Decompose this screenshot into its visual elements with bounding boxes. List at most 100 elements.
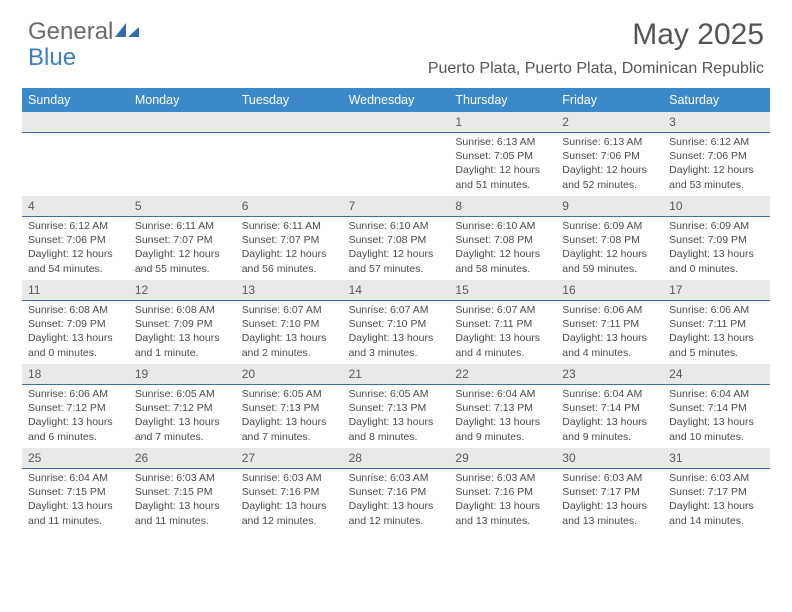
daylight-text: and 13 minutes. — [455, 514, 550, 528]
daylight-text: Daylight: 12 hours — [562, 163, 657, 177]
sunset-text: Sunset: 7:09 PM — [669, 233, 764, 247]
day-cell: Sunrise: 6:07 AMSunset: 7:10 PMDaylight:… — [343, 301, 450, 364]
info-row: Sunrise: 6:08 AMSunset: 7:09 PM Daylight:… — [22, 301, 770, 364]
daylight-text: Daylight: 13 hours — [28, 499, 123, 513]
date-number — [343, 112, 450, 132]
date-number: 30 — [556, 448, 663, 468]
sunrise-text: Sunrise: 6:10 AM — [349, 219, 444, 233]
info-row: Sunrise: 6:12 AMSunset: 7:06 PM Daylight:… — [22, 217, 770, 280]
day-cell: Sunrise: 6:12 AMSunset: 7:06 PMDaylight:… — [663, 133, 770, 196]
date-number: 27 — [236, 448, 343, 468]
day-cell — [343, 133, 450, 196]
sunset-text: Sunset: 7:17 PM — [562, 485, 657, 499]
sunrise-text: Sunrise: 6:03 AM — [455, 471, 550, 485]
sunset-text: Sunset: 7:06 PM — [562, 149, 657, 163]
daylight-text: Daylight: 13 hours — [455, 499, 550, 513]
daylight-text: Daylight: 13 hours — [349, 499, 444, 513]
logo-text-blue-wrap: Blue — [28, 44, 76, 72]
daylight-text: and 7 minutes. — [242, 430, 337, 444]
day-cell: Sunrise: 6:04 AMSunset: 7:14 PMDaylight:… — [663, 385, 770, 448]
dow-cell: Friday — [556, 88, 663, 112]
sunset-text: Sunset: 7:16 PM — [455, 485, 550, 499]
date-number: 24 — [663, 364, 770, 384]
date-number: 15 — [449, 280, 556, 300]
daylight-text: and 51 minutes. — [455, 178, 550, 192]
day-cell: Sunrise: 6:06 AMSunset: 7:11 PMDaylight:… — [556, 301, 663, 364]
daylight-text: and 7 minutes. — [135, 430, 230, 444]
sunset-text: Sunset: 7:13 PM — [455, 401, 550, 415]
daylight-text: Daylight: 13 hours — [135, 415, 230, 429]
dow-row: SundayMondayTuesdayWednesdayThursdayFrid… — [22, 88, 770, 112]
day-cell: Sunrise: 6:06 AMSunset: 7:12 PMDaylight:… — [22, 385, 129, 448]
sunrise-text: Sunrise: 6:03 AM — [349, 471, 444, 485]
sunset-text: Sunset: 7:14 PM — [562, 401, 657, 415]
sunset-text: Sunset: 7:13 PM — [349, 401, 444, 415]
day-cell: Sunrise: 6:08 AMSunset: 7:09 PMDaylight:… — [22, 301, 129, 364]
date-number: 18 — [22, 364, 129, 384]
location: Puerto Plata, Puerto Plata, Dominican Re… — [428, 60, 764, 78]
sunrise-text: Sunrise: 6:12 AM — [669, 135, 764, 149]
daylight-text: Daylight: 13 hours — [135, 499, 230, 513]
daylight-text: and 53 minutes. — [669, 178, 764, 192]
daylight-text: and 56 minutes. — [242, 262, 337, 276]
daylight-text: and 6 minutes. — [28, 430, 123, 444]
daylight-text: Daylight: 13 hours — [242, 331, 337, 345]
sunrise-text: Sunrise: 6:07 AM — [242, 303, 337, 317]
daylight-text: Daylight: 13 hours — [242, 415, 337, 429]
day-cell: Sunrise: 6:04 AMSunset: 7:14 PMDaylight:… — [556, 385, 663, 448]
day-cell: Sunrise: 6:13 AMSunset: 7:05 PMDaylight:… — [449, 133, 556, 196]
daylight-text: Daylight: 13 hours — [455, 331, 550, 345]
day-cell: Sunrise: 6:03 AMSunset: 7:17 PMDaylight:… — [556, 469, 663, 532]
sunrise-text: Sunrise: 6:03 AM — [242, 471, 337, 485]
day-cell: Sunrise: 6:08 AMSunset: 7:09 PMDaylight:… — [129, 301, 236, 364]
day-cell: Sunrise: 6:10 AMSunset: 7:08 PMDaylight:… — [343, 217, 450, 280]
date-number: 10 — [663, 196, 770, 216]
day-cell: Sunrise: 6:03 AMSunset: 7:17 PMDaylight:… — [663, 469, 770, 532]
sunset-text: Sunset: 7:12 PM — [28, 401, 123, 415]
day-cell — [236, 133, 343, 196]
sunrise-text: Sunrise: 6:08 AM — [28, 303, 123, 317]
date-number: 16 — [556, 280, 663, 300]
dow-cell: Sunday — [22, 88, 129, 112]
daylight-text: Daylight: 13 hours — [135, 331, 230, 345]
sunrise-text: Sunrise: 6:03 AM — [135, 471, 230, 485]
sunset-text: Sunset: 7:08 PM — [349, 233, 444, 247]
sunset-text: Sunset: 7:08 PM — [562, 233, 657, 247]
day-cell: Sunrise: 6:03 AMSunset: 7:16 PMDaylight:… — [236, 469, 343, 532]
daylight-text: Daylight: 12 hours — [242, 247, 337, 261]
header: General May 2025 Puerto Plata, Puerto Pl… — [0, 0, 792, 82]
date-band: 11121314151617 — [22, 280, 770, 301]
date-number: 23 — [556, 364, 663, 384]
daylight-text: Daylight: 13 hours — [562, 499, 657, 513]
date-number: 28 — [343, 448, 450, 468]
date-number: 5 — [129, 196, 236, 216]
date-number: 22 — [449, 364, 556, 384]
sunset-text: Sunset: 7:09 PM — [28, 317, 123, 331]
day-cell: Sunrise: 6:03 AMSunset: 7:15 PMDaylight:… — [129, 469, 236, 532]
date-number: 13 — [236, 280, 343, 300]
date-band: 25262728293031 — [22, 448, 770, 469]
day-cell: Sunrise: 6:05 AMSunset: 7:13 PMDaylight:… — [236, 385, 343, 448]
title-block: May 2025 Puerto Plata, Puerto Plata, Dom… — [428, 18, 764, 78]
sunrise-text: Sunrise: 6:09 AM — [562, 219, 657, 233]
date-number — [22, 112, 129, 132]
sunset-text: Sunset: 7:06 PM — [28, 233, 123, 247]
date-number: 31 — [663, 448, 770, 468]
sunset-text: Sunset: 7:15 PM — [135, 485, 230, 499]
daylight-text: Daylight: 12 hours — [455, 247, 550, 261]
daylight-text: and 55 minutes. — [135, 262, 230, 276]
daylight-text: and 10 minutes. — [669, 430, 764, 444]
month-title: May 2025 — [428, 18, 764, 52]
sunset-text: Sunset: 7:11 PM — [562, 317, 657, 331]
daylight-text: Daylight: 12 hours — [455, 163, 550, 177]
sunrise-text: Sunrise: 6:12 AM — [28, 219, 123, 233]
day-cell: Sunrise: 6:06 AMSunset: 7:11 PMDaylight:… — [663, 301, 770, 364]
sunrise-text: Sunrise: 6:04 AM — [455, 387, 550, 401]
daylight-text: and 59 minutes. — [562, 262, 657, 276]
daylight-text: and 13 minutes. — [562, 514, 657, 528]
dow-cell: Thursday — [449, 88, 556, 112]
day-cell: Sunrise: 6:07 AMSunset: 7:11 PMDaylight:… — [449, 301, 556, 364]
daylight-text: and 54 minutes. — [28, 262, 123, 276]
daylight-text: and 0 minutes. — [28, 346, 123, 360]
day-cell: Sunrise: 6:04 AMSunset: 7:15 PMDaylight:… — [22, 469, 129, 532]
